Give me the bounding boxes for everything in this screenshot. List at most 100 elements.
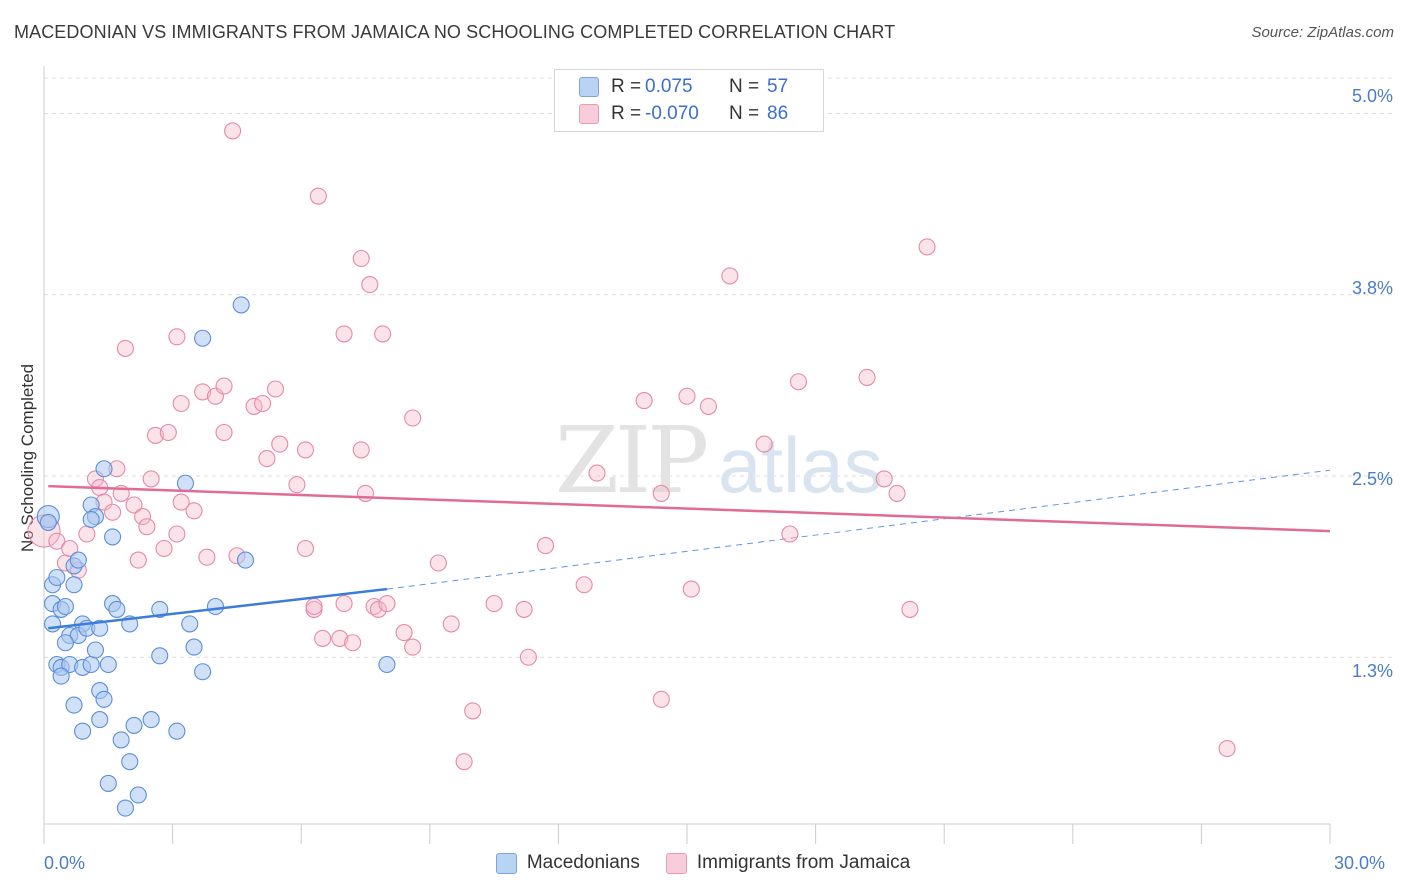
point-jamaica: [575, 576, 593, 594]
point-jamaica: [258, 450, 276, 468]
point-macedonians: [52, 667, 70, 685]
point-macedonians: [108, 600, 126, 618]
point-jamaica: [352, 441, 370, 459]
point-jamaica: [429, 554, 447, 572]
point-jamaica: [215, 423, 233, 442]
point-jamaica: [361, 276, 379, 294]
point-macedonians: [194, 329, 212, 347]
point-macedonians: [74, 722, 92, 740]
legend-label: Macedonians: [526, 852, 640, 873]
point-jamaica: [138, 518, 156, 536]
point-jamaica: [159, 423, 177, 442]
n-value: 57: [767, 76, 789, 97]
point-macedonians: [194, 663, 212, 681]
trend-extension-macedonians: [386, 469, 1331, 590]
point-jamaica: [455, 753, 473, 771]
point-macedonians: [125, 716, 143, 734]
point-macedonians: [112, 731, 130, 749]
source-label: Source: ZipAtlas.com: [1251, 24, 1394, 41]
point-jamaica: [652, 484, 670, 502]
point-jamaica: [635, 392, 653, 410]
point-jamaica: [331, 629, 349, 647]
point-jamaica: [172, 394, 190, 413]
point-jamaica: [288, 476, 306, 494]
legend-item-jamaica[interactable]: Immigrants from Jamaica: [665, 852, 911, 874]
point-macedonians: [99, 655, 117, 674]
point-jamaica: [309, 187, 327, 205]
point-macedonians: [151, 600, 169, 618]
watermark: ZIP atlas: [555, 407, 883, 514]
point-jamaica: [224, 122, 242, 140]
x-tick-label-min: 0.0%: [44, 853, 86, 873]
point-jamaica: [395, 624, 413, 642]
trend-line-macedonians: [48, 587, 388, 630]
point-jamaica: [588, 464, 606, 482]
y-tick-label: 3.8%: [1351, 278, 1393, 298]
point-jamaica: [296, 441, 315, 459]
point-macedonians: [48, 568, 66, 587]
point-jamaica: [918, 238, 936, 256]
point-jamaica: [296, 539, 315, 558]
point-jamaica: [464, 702, 482, 720]
point-jamaica: [104, 503, 122, 521]
r-value: 0.075: [645, 76, 693, 97]
point-macedonians: [181, 615, 199, 633]
n-label: N =: [729, 76, 760, 97]
r-value: -0.070: [645, 103, 699, 124]
point-macedonians: [56, 597, 74, 616]
point-jamaica: [305, 597, 323, 616]
axes: [43, 66, 1331, 844]
point-jamaica: [61, 539, 79, 558]
point-jamaica: [699, 397, 717, 415]
point-jamaica: [356, 484, 375, 502]
point-macedonians: [176, 474, 195, 492]
r-label: R =: [611, 103, 642, 124]
point-jamaica: [378, 595, 396, 613]
point-jamaica: [168, 328, 186, 346]
point-macedonians: [65, 576, 83, 594]
watermark-zip: ZIP: [555, 407, 706, 514]
point-jamaica: [155, 539, 173, 558]
r-label: R =: [611, 76, 642, 97]
point-macedonians: [91, 711, 109, 729]
point-macedonians: [99, 774, 117, 792]
point-macedonians: [65, 696, 83, 714]
point-macedonians: [39, 513, 57, 531]
blue-swatch: [579, 77, 599, 97]
point-macedonians: [185, 638, 203, 656]
point-macedonians: [142, 711, 160, 729]
point-jamaica: [442, 615, 460, 633]
point-jamaica: [901, 600, 919, 618]
stats-legend: R = 0.075 N = 57 R = -0.070 N = 86: [554, 69, 824, 132]
point-jamaica: [129, 551, 147, 569]
point-jamaica: [515, 600, 533, 618]
point-macedonians: [95, 690, 113, 708]
x-tick-label-max: 30.0%: [1334, 853, 1386, 873]
point-jamaica: [215, 377, 233, 395]
point-jamaica: [168, 525, 186, 543]
pink-swatch: [665, 852, 687, 874]
legend-row-macedonians: R = 0.075 N = 57: [579, 75, 788, 99]
chart-title: MACEDONIAN VS IMMIGRANTS FROM JAMAICA NO…: [14, 22, 896, 42]
point-jamaica: [536, 537, 555, 555]
point-jamaica: [146, 426, 165, 444]
point-macedonians: [95, 460, 113, 478]
point-jamaica: [335, 325, 353, 343]
legend-label: Immigrants from Jamaica: [696, 852, 911, 873]
point-jamaica: [335, 595, 353, 613]
legend-item-macedonians[interactable]: Macedonians: [495, 852, 640, 874]
trend-line-jamaica: [48, 484, 1331, 533]
point-jamaica: [858, 368, 876, 386]
point-macedonians: [69, 551, 87, 569]
point-jamaica: [875, 470, 893, 488]
point-macedonians: [116, 799, 134, 817]
watermark-atlas: atlas: [718, 421, 883, 509]
blue-swatch: [495, 852, 517, 874]
legend-row-jamaica: R = -0.070 N = 86: [579, 102, 788, 126]
point-macedonians: [206, 597, 225, 616]
point-macedonians: [378, 655, 396, 674]
point-macedonians: [129, 786, 147, 804]
y-tick-label: 1.3%: [1351, 661, 1393, 681]
point-jamaica: [344, 634, 362, 652]
point-jamaica: [678, 387, 696, 405]
